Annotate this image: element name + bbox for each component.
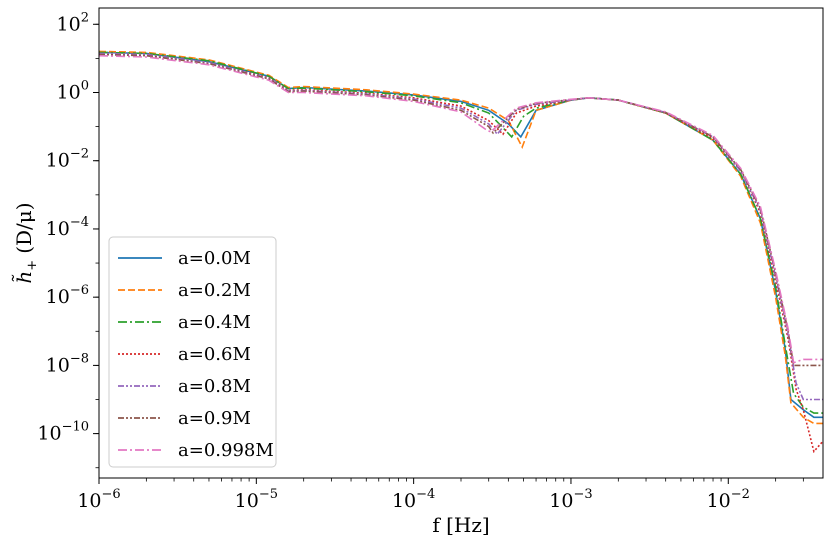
y-axis-label-units: (D/μ) (12, 202, 36, 253)
y-axis-label-symbol: h̃ (12, 271, 36, 284)
legend-label: a=0.6M (178, 344, 251, 365)
y-tick-label: 100 (57, 78, 89, 103)
y-axis-label-subscript: + (25, 260, 40, 271)
x-tick-label: 10−3 (549, 487, 592, 512)
legend-label: a=0.998M (178, 440, 274, 461)
x-tick-label: 10−5 (235, 487, 278, 512)
legend-label: a=0.2M (178, 280, 251, 301)
y-tick-label: 10−10 (37, 420, 89, 445)
series-layer (99, 50, 823, 454)
legend-label: a=0.4M (178, 312, 251, 333)
y-tick-label: 10−6 (46, 283, 89, 308)
legend-label: a=0.0M (178, 248, 251, 269)
series-line-3 (99, 51, 823, 414)
legend-label: a=0.9M (178, 408, 251, 429)
y-tick-label: 10−4 (46, 215, 89, 240)
y-tick-label: 102 (57, 10, 89, 35)
x-tick-label: 10−2 (707, 487, 750, 512)
legend-box (108, 236, 277, 468)
x-axis-label: f [Hz] (432, 513, 489, 537)
legend: a=0.0M a=0.2M a=0.4M a=0.6M a=0.8M a=0.9M a=0.… (108, 236, 277, 468)
legend-label: a=0.8M (178, 376, 251, 397)
x-axis-ticks: 10−6 10−5 10−4 10−3 10−2 (77, 478, 804, 512)
y-axis-label: h̃+ (D/μ) (12, 202, 40, 283)
svg-text:h̃+(D/μ): h̃+ (D/μ) (12, 202, 40, 283)
series-line-7 (99, 54, 823, 364)
x-tick-label: 10−6 (77, 487, 120, 512)
y-axis-ticks: 102 100 10−2 10−4 10−6 10−8 10−10 (37, 10, 99, 469)
series-line-4 (99, 52, 823, 454)
y-tick-label: 10−2 (46, 147, 89, 172)
x-tick-label: 10−4 (392, 487, 435, 512)
y-tick-label: 10−8 (46, 351, 89, 376)
